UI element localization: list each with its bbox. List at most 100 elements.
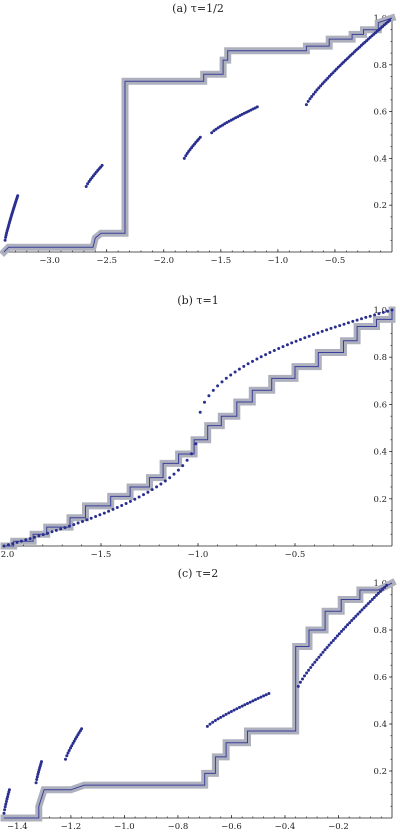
data-point xyxy=(223,122,227,126)
data-point xyxy=(325,328,329,332)
data-point xyxy=(350,619,354,622)
data-point xyxy=(381,587,384,591)
data-point xyxy=(231,117,235,121)
data-point xyxy=(220,380,224,384)
x-tick-label: −0.8 xyxy=(168,822,189,832)
data-point xyxy=(372,596,376,599)
data-point xyxy=(324,78,328,82)
data-point xyxy=(19,539,23,543)
data-point xyxy=(305,671,309,675)
data-point xyxy=(374,593,378,597)
data-point xyxy=(238,705,241,709)
confidence-band xyxy=(0,306,396,550)
data-point xyxy=(390,308,394,312)
data-point xyxy=(63,526,67,530)
data-point xyxy=(364,315,368,319)
data-point xyxy=(312,333,315,336)
data-point xyxy=(35,775,39,779)
chart-panel-2: (b) τ=1 −2.0 −1.5 −1.0 −0.5 0.2 0.4 0.6 0.8 1.0 xyxy=(0,294,396,560)
data-point xyxy=(315,658,319,662)
x-tick-label: −1.0 xyxy=(268,256,289,266)
data-point xyxy=(309,666,313,669)
data-point xyxy=(146,490,150,494)
data-point xyxy=(71,741,75,745)
y-tick-label: 0.8 xyxy=(373,61,387,71)
data-point xyxy=(337,632,341,636)
data-point xyxy=(312,92,315,96)
data-point xyxy=(355,318,359,322)
y-tick-label: 0.6 xyxy=(373,400,387,410)
data-point xyxy=(163,479,167,483)
data-point xyxy=(221,714,225,718)
data-point xyxy=(54,528,58,532)
y-tick-label: 1.0 xyxy=(373,579,387,589)
data-point xyxy=(137,495,141,499)
data-point xyxy=(85,518,89,522)
x-tick-label: −0.6 xyxy=(221,822,242,832)
x-tick-label: −1.4 xyxy=(7,822,28,832)
data-point xyxy=(182,156,186,160)
data-point xyxy=(268,351,272,354)
data-point xyxy=(325,646,329,649)
data-point xyxy=(346,321,350,325)
data-point xyxy=(348,621,352,625)
confidence-band xyxy=(0,578,397,822)
data-point xyxy=(5,797,9,801)
data-point xyxy=(329,641,333,645)
data-point xyxy=(35,778,39,781)
data-point xyxy=(370,598,374,601)
data-point xyxy=(86,182,90,186)
data-point xyxy=(76,521,80,525)
data-point xyxy=(281,345,285,349)
data-point xyxy=(313,660,317,664)
data-point xyxy=(41,533,45,537)
data-point xyxy=(216,717,220,721)
data-point xyxy=(321,650,325,654)
data-point xyxy=(311,663,315,667)
data-point xyxy=(317,655,321,659)
data-point xyxy=(6,795,10,799)
y-tick-label: 0.4 xyxy=(373,154,387,164)
data-point xyxy=(65,754,69,758)
data-point xyxy=(327,643,331,647)
data-point xyxy=(362,606,366,610)
y-tick-label: 0.2 xyxy=(373,495,387,505)
data-point xyxy=(264,693,268,697)
data-point xyxy=(351,319,355,323)
data-point xyxy=(322,80,326,84)
data-point xyxy=(46,531,50,535)
data-point xyxy=(50,530,54,534)
data-point xyxy=(308,97,312,101)
data-point xyxy=(155,485,159,489)
data-point xyxy=(248,700,252,704)
data-point xyxy=(329,326,333,330)
data-point xyxy=(70,744,74,748)
data-point xyxy=(386,309,390,313)
data-point xyxy=(172,472,176,476)
data-point xyxy=(304,103,308,107)
data-point xyxy=(246,362,250,366)
data-point xyxy=(358,610,362,614)
data-point xyxy=(320,329,324,333)
data-point xyxy=(360,317,363,321)
data-point xyxy=(64,757,67,761)
data-point xyxy=(385,583,389,587)
data-point xyxy=(111,507,115,511)
panel-title: (c) τ=2 xyxy=(178,567,219,580)
data-point xyxy=(360,608,364,612)
x-tick-label: −0.2 xyxy=(328,822,349,832)
x-tick-label: −1.0 xyxy=(188,550,209,560)
confidence-band xyxy=(0,13,397,257)
data-point xyxy=(213,719,217,722)
data-point xyxy=(142,493,145,497)
data-point xyxy=(203,400,206,404)
data-point xyxy=(316,331,320,335)
data-point xyxy=(298,338,302,341)
data-point xyxy=(224,712,228,716)
data-point xyxy=(185,458,189,462)
panel-title: (b) τ=1 xyxy=(177,294,218,307)
data-point xyxy=(246,702,249,705)
data-point xyxy=(4,802,8,806)
data-point xyxy=(338,324,342,328)
